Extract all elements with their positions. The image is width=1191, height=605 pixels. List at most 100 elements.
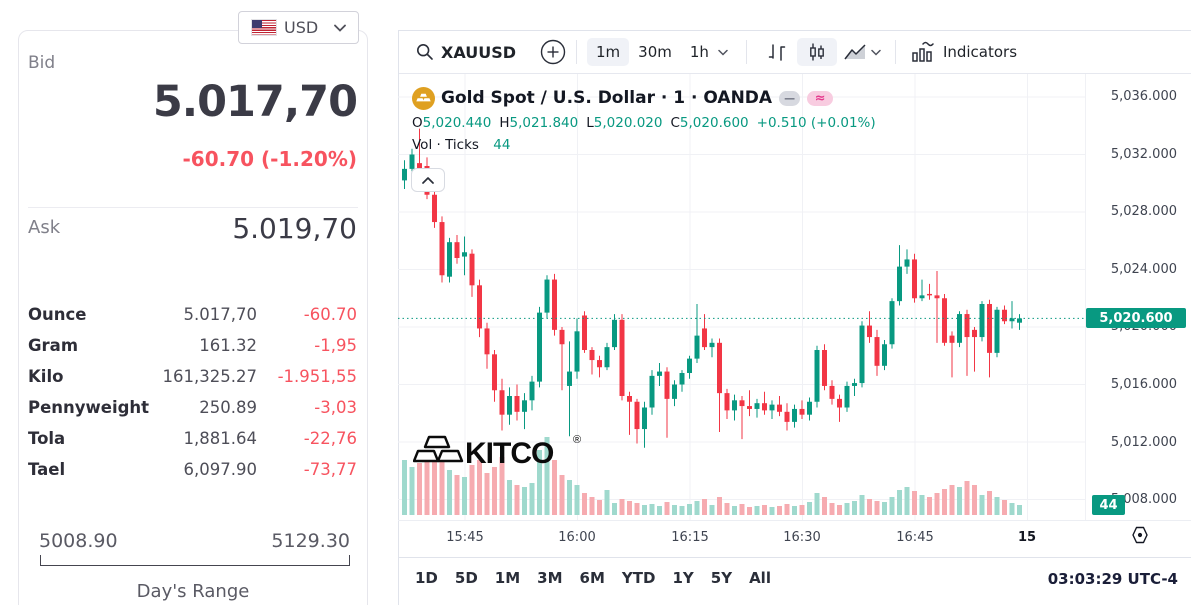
price-tick: 5,008.000 (1110, 492, 1177, 507)
interval-menu-chevron-icon[interactable] (718, 49, 728, 56)
low-key: L (586, 115, 594, 131)
price-tick: 5,036.000 (1110, 89, 1177, 104)
unit-label: Tola (28, 429, 66, 448)
candles-chart-type-button[interactable] (796, 38, 837, 66)
unit-value: 161.32 (199, 336, 257, 355)
unit-change: -3,03 (314, 398, 357, 417)
price-tick: 5,032.000 (1110, 147, 1177, 162)
status-pill-delayed[interactable]: ≈ (807, 90, 834, 106)
candles-layer (402, 128, 1022, 448)
symbol-search[interactable]: XAUUSD (441, 42, 517, 62)
range-5d-button[interactable]: 5D (454, 569, 478, 587)
day-range-high: 5129.30 (271, 530, 350, 552)
kitco-text: KITCO (465, 437, 554, 470)
search-icon[interactable] (416, 43, 434, 61)
range-5y-button[interactable]: 5Y (710, 569, 733, 587)
area-chart-type-icon[interactable] (843, 41, 867, 63)
unit-row-pennyweight: Pennyweight 250.89 -3,03 (28, 394, 357, 425)
clock-timestamp[interactable]: 03:03:29 UTC-4 (1047, 570, 1178, 588)
range-1d-button[interactable]: 1D (415, 569, 438, 587)
gold-symbol-icon (412, 86, 435, 110)
bottom-bar: 1D 5D 1M 3M 6M YTD 1Y 5Y All 03:03:29 UT… (398, 557, 1191, 605)
open-key: O (412, 115, 423, 131)
interval-1h-button[interactable]: 1h (689, 43, 709, 61)
change-value: +0.510 (+0.01%) (756, 115, 876, 131)
unit-change: -73,77 (303, 460, 357, 479)
volume-layer (402, 437, 1022, 515)
unit-value: 1,881.64 (183, 429, 257, 448)
candlestick-chart[interactable] (398, 74, 1085, 520)
unit-row-tael: Tael 6,097.90 -73,77 (28, 456, 357, 487)
panel-border-top (398, 30, 1191, 31)
time-axis[interactable]: 15:45 16:00 16:15 16:30 16:45 15 (398, 520, 1191, 557)
unit-value: 5.017,70 (183, 305, 257, 324)
chart-type-menu-chevron-icon[interactable] (871, 49, 881, 56)
unit-change: -1.951,55 (277, 367, 357, 386)
quote-card: Bid 5.017,70 -60.70 (-1.20%) Ask 5.019,7… (18, 30, 368, 605)
price-tick: 5,016.000 (1110, 377, 1177, 392)
ohlc-readout: O5,020.440 H5,021.840 L5,020.020 C5,020.600… (412, 115, 876, 131)
chart-title[interactable]: Gold Spot / U.S. Dollar · 1 · OANDA (441, 88, 773, 108)
time-tick: 16:00 (558, 530, 596, 545)
high-key: H (499, 115, 510, 131)
chart-legend: Gold Spot / U.S. Dollar · 1 · OANDA — ≈ … (412, 86, 876, 153)
range-all-button[interactable]: All (749, 569, 771, 587)
bar-chart-type-icon[interactable] (757, 38, 797, 66)
indicators-button[interactable]: Indicators (942, 43, 1018, 61)
volume-label: Vol · Ticks (412, 137, 479, 153)
interval-1m-button[interactable]: 1m (587, 38, 630, 66)
time-tick-day: 15 (1017, 530, 1037, 545)
price-tick: 5,024.000 (1110, 262, 1177, 277)
status-pill-minus[interactable]: — (779, 90, 801, 106)
range-buttons: 1D 5D 1M 3M 6M YTD 1Y 5Y All (415, 569, 771, 587)
toolbar-separator (745, 40, 747, 64)
registered-mark: ® (573, 434, 581, 446)
toolbar-separator (894, 40, 896, 64)
unit-label: Tael (28, 460, 66, 479)
panel-border-left (398, 30, 399, 605)
range-1m-button[interactable]: 1M (494, 569, 521, 587)
unit-change: -60.70 (303, 305, 357, 324)
time-tick: 15:45 (446, 530, 484, 545)
currency-label: USD (284, 18, 319, 37)
range-3m-button[interactable]: 3M (537, 569, 563, 587)
time-tick: 16:45 (896, 530, 934, 545)
indicators-icon[interactable] (910, 40, 936, 64)
unit-label: Pennyweight (28, 398, 150, 417)
volume-value: 44 (493, 137, 511, 153)
unit-row-gram: Gram 161.32 -1,95 (28, 332, 357, 363)
compare-add-icon[interactable] (540, 39, 566, 65)
unit-value: 6,097.90 (183, 460, 257, 479)
unit-change: -1,95 (314, 336, 357, 355)
toolbar-separator (576, 40, 578, 64)
axis-settings-gear-icon[interactable] (1128, 523, 1152, 551)
day-range-bracket (40, 555, 350, 566)
unit-value: 250.89 (199, 398, 257, 417)
unit-row-tola: Tola 1,881.64 -22,76 (28, 425, 357, 456)
price-axis-separator (1085, 74, 1086, 520)
unit-change: -22,76 (303, 429, 357, 448)
bid-change: -60.70 (-1.20%) (182, 147, 358, 171)
collapse-pane-button[interactable] (411, 168, 445, 192)
interval-30m-button[interactable]: 30m (638, 43, 672, 61)
price-tick: 5,012.000 (1110, 435, 1177, 450)
low-value: 5,020.020 (593, 115, 663, 131)
day-range-low: 5008.90 (39, 530, 118, 552)
unit-label: Kilo (28, 367, 64, 386)
unit-row-ounce: Ounce 5.017,70 -60.70 (28, 301, 357, 332)
range-6m-button[interactable]: 6M (579, 569, 605, 587)
price-tick: 5,028.000 (1110, 204, 1177, 219)
close-value: 5,020.600 (679, 115, 749, 131)
day-range-label: Day's Range (136, 581, 250, 602)
unit-label: Gram (28, 336, 79, 355)
range-ytd-button[interactable]: YTD (621, 569, 656, 587)
divider (28, 207, 358, 208)
last-price-badge: 5,020.600 (1086, 308, 1186, 328)
range-1y-button[interactable]: 1Y (672, 569, 694, 587)
close-key: C (670, 115, 680, 131)
unit-label: Ounce (28, 305, 87, 324)
currency-dropdown[interactable]: USD (238, 11, 359, 44)
time-tick: 16:15 (671, 530, 709, 545)
bid-label: Bid (28, 53, 56, 73)
